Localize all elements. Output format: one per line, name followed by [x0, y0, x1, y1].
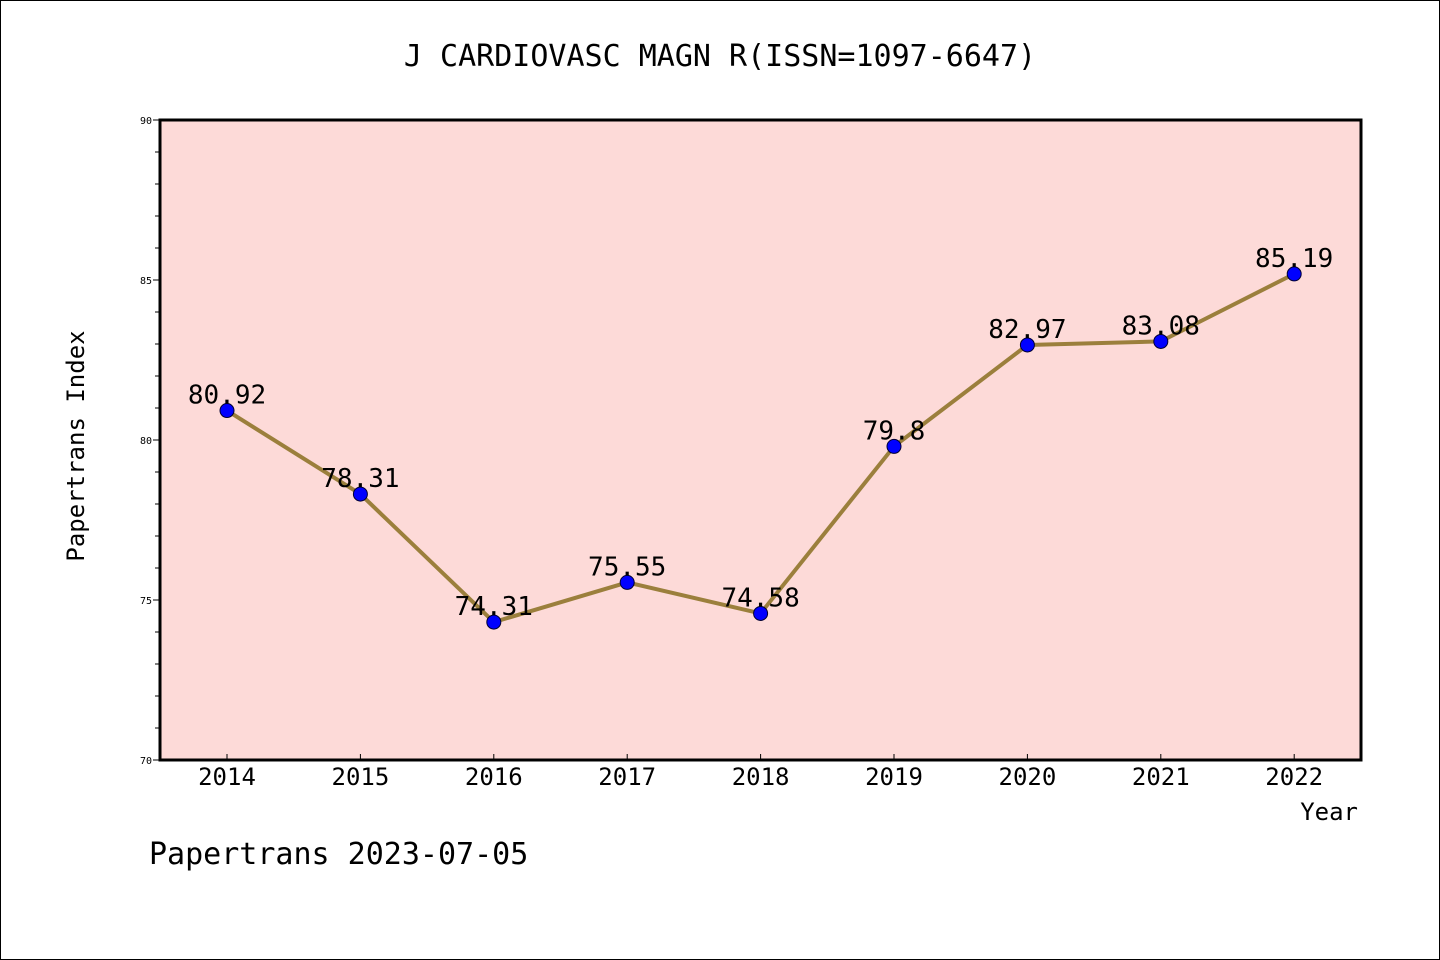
x-tick-label: 2020	[999, 763, 1057, 791]
x-tick-label: 2022	[1265, 763, 1323, 791]
x-tick-label: 2017	[598, 763, 656, 791]
data-point	[352, 486, 368, 502]
data-label: 83.08	[1122, 311, 1200, 341]
data-label: 74.31	[455, 592, 533, 622]
data-point	[219, 403, 235, 419]
data-label: 85.19	[1255, 244, 1333, 274]
x-tick-label: 2014	[198, 763, 256, 791]
y-tick-label: 70	[140, 756, 152, 767]
y-tick-label: 90	[140, 116, 152, 127]
y-axis: 70 75 80 85 90	[140, 116, 160, 767]
x-tick-label: 2016	[465, 763, 523, 791]
data-point	[1286, 266, 1302, 282]
y-tick-label: 75	[140, 596, 152, 607]
data-label: 79.8	[863, 416, 926, 446]
chart-title: J CARDIOVASC MAGN R(ISSN=1097-6647)	[404, 39, 1036, 74]
data-points	[219, 266, 1302, 630]
data-point	[1019, 337, 1035, 353]
data-label: 78.31	[321, 464, 399, 494]
data-label: 82.97	[988, 315, 1066, 345]
x-tick-label: 2015	[332, 763, 390, 791]
data-point	[486, 614, 502, 630]
y-tick-label: 80	[140, 436, 152, 447]
data-point	[753, 605, 769, 621]
data-point	[886, 438, 902, 454]
data-label: 75.55	[588, 552, 666, 582]
data-label: 74.58	[721, 583, 799, 613]
y-tick-label: 85	[140, 276, 152, 287]
x-axis: 2014 2015 2016 2017 2018 2019 2020 2021 2022	[198, 754, 1323, 791]
footer-text: Papertrans 2023-07-05	[149, 837, 528, 872]
data-label: 80.92	[188, 381, 266, 411]
x-tick-label: 2021	[1132, 763, 1190, 791]
x-tick-label: 2018	[732, 763, 790, 791]
data-point	[619, 574, 635, 590]
x-tick-label: 2019	[865, 763, 923, 791]
data-point	[1153, 333, 1169, 349]
plot-area	[158, 118, 1363, 762]
data-labels: 80.92 78.31 74.31 75.55 74.58 79.8 82.97 83.08 8…	[188, 244, 1333, 622]
y-axis-label: Papertrans Index	[62, 330, 90, 561]
x-axis-label: Year	[1300, 798, 1358, 826]
